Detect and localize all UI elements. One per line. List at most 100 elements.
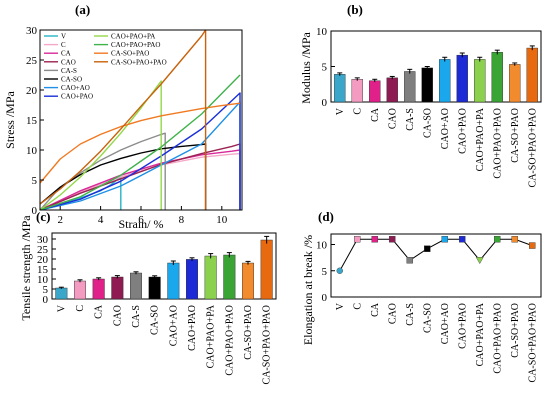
- x-tick-label: CAO+PAO+PAO: [492, 108, 503, 179]
- bar: [334, 74, 346, 103]
- bar: [74, 280, 86, 300]
- data-point: [494, 236, 501, 243]
- x-tick-label: CAO: [387, 303, 398, 324]
- bar: [421, 67, 433, 103]
- panel-d-ylabel: Elongation at break /%: [301, 235, 315, 345]
- x-tick-label: 10: [216, 214, 228, 226]
- bar: [509, 64, 521, 103]
- legend-label: CA-S: [61, 67, 77, 75]
- x-tick-label: CA: [94, 304, 105, 319]
- data-point: [424, 245, 431, 252]
- bar: [260, 239, 273, 300]
- panel-b-ylabel: Modulus /MPa: [299, 31, 313, 103]
- y-tick-label: 20: [37, 254, 49, 266]
- series-line-cao-pao-pa: [40, 80, 162, 210]
- y-tick-label: 5: [322, 62, 328, 74]
- series-line-ca-s: [40, 132, 166, 210]
- x-tick-label: CA-SO: [150, 305, 161, 335]
- data-point: [354, 236, 361, 243]
- bar: [369, 80, 381, 103]
- x-tick-label: CAO+AO: [440, 108, 451, 149]
- x-tick-label: C: [352, 303, 363, 310]
- y-tick-label: 20: [26, 85, 38, 97]
- x-tick-label: V: [335, 302, 346, 310]
- x-tick-label: 6: [138, 214, 144, 226]
- bar: [92, 278, 105, 300]
- bar: [111, 276, 124, 300]
- x-tick-label: CA: [370, 107, 381, 122]
- y-tick-label: 15: [37, 264, 49, 276]
- x-tick-label: CAO+AO: [168, 305, 179, 346]
- x-tick-label: CA-SO: [422, 303, 433, 333]
- legend-label: CA-SO+PAO+PAO: [111, 58, 167, 66]
- y-tick-label: 25: [26, 55, 38, 67]
- x-tick-label: CA-SO+PAO+PAO: [527, 108, 538, 187]
- x-tick-label: V: [56, 304, 67, 312]
- panel-c-frame: [51, 232, 277, 300]
- bar: [351, 79, 363, 103]
- data-point: [511, 236, 518, 243]
- x-tick-label: CA-SO+PAO: [243, 305, 254, 360]
- data-point: [371, 236, 378, 243]
- y-tick-label: 0: [322, 292, 328, 304]
- series-line-ca-so-pao-pao: [40, 30, 207, 210]
- x-tick-label: CA-S: [405, 108, 416, 131]
- legend-label: CA: [61, 50, 71, 58]
- x-tick-label: CAO: [112, 305, 123, 326]
- series-line-ca-so-pao: [40, 102, 241, 184]
- panel-c-ylabel: Tensile strength /MPa: [19, 215, 33, 321]
- y-tick-label: 0: [322, 97, 328, 109]
- legend-label: CAO+PAO+PA: [111, 33, 155, 41]
- bar: [456, 54, 468, 103]
- panel-d-elongation: (d) Elongation at break /%: [301, 209, 542, 345]
- x-tick-label: CAO+PAO+PAO: [224, 305, 235, 376]
- bar: [130, 272, 142, 300]
- bar: [186, 259, 198, 300]
- x-tick-label: CAO+PAO+PA: [206, 304, 217, 368]
- panel-b-title: (b): [347, 2, 363, 17]
- x-tick-label: CA: [370, 302, 381, 317]
- x-tick-label: CA-S: [131, 305, 142, 328]
- bar: [491, 52, 503, 103]
- data-point: [529, 242, 536, 249]
- legend-label: C: [61, 41, 66, 49]
- bar: [242, 262, 254, 300]
- y-tick-label: 10: [316, 240, 328, 252]
- x-tick-label: CAO+PAO+PA: [475, 302, 486, 366]
- y-tick-label: 10: [37, 274, 49, 286]
- x-tick-label: CAO: [387, 108, 398, 129]
- x-tick-label: CA-S: [405, 303, 416, 326]
- bar: [474, 59, 486, 103]
- data-point: [336, 267, 343, 274]
- bar: [223, 254, 236, 300]
- y-tick-label: 30: [26, 25, 38, 37]
- series-line-cao: [40, 143, 241, 210]
- connecting-line: [339, 238, 533, 272]
- data-point: [441, 236, 448, 243]
- x-tick-label: CA-SO+PAO: [510, 108, 521, 163]
- y-tick-label: 15: [26, 115, 38, 127]
- x-tick-label: C: [75, 305, 86, 312]
- panel-a-title: (a): [75, 2, 90, 17]
- legend-label: CAO+AO: [61, 84, 90, 92]
- panel-d-plot: 0 5 10 V C CA CAO CA-S CA-SO CAO+AO CAO+PAO CAO+PAO…: [316, 236, 538, 382]
- x-tick-label: CAO+PAO+PAO: [492, 303, 503, 374]
- x-tick-label: 4: [98, 214, 104, 226]
- y-tick-label: 5: [32, 175, 38, 187]
- y-tick-label: 5: [43, 284, 49, 296]
- x-tick-label: CAO+PAO: [187, 305, 198, 351]
- panel-d-frame: [330, 233, 542, 298]
- y-tick-label: 0: [43, 294, 49, 306]
- data-point: [389, 236, 396, 243]
- x-tick-label: 8: [179, 214, 185, 226]
- data-point: [406, 257, 413, 264]
- legend-label: CA-SO: [61, 76, 82, 84]
- x-tick-label: CAO+PAO: [457, 303, 468, 349]
- series-line-c: [40, 152, 241, 210]
- y-tick-label: 5: [322, 266, 328, 278]
- panel-a-xlabel: Strain/ %: [119, 217, 164, 231]
- legend-label: CAO: [61, 58, 76, 66]
- bar: [404, 71, 416, 103]
- bar: [167, 262, 180, 300]
- x-tick-label: CAO+PAO: [457, 108, 468, 154]
